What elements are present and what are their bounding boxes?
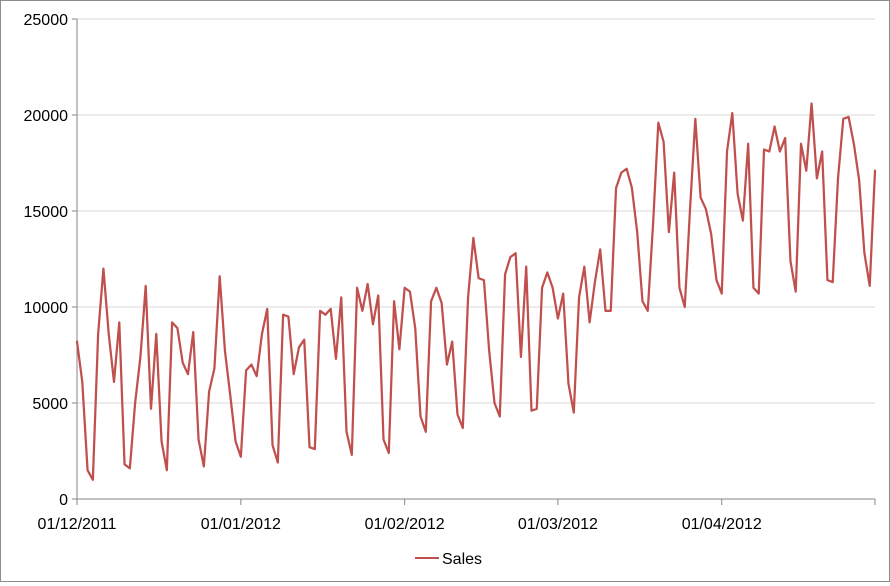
y-tick-label: 20000 [24,108,69,125]
x-tick-label: 01/04/2012 [682,516,762,533]
x-tick-label: 01/01/2012 [201,516,281,533]
series-line-sales [75,102,877,481]
x-tick-label: 01/12/2011 [38,516,117,533]
y-tick-labels: 0 5000 10000 15000 20000 25000 [24,12,69,509]
x-tick-labels: 01/12/2011 01/01/2012 01/02/2012 01/03/2012… [38,516,762,533]
y-tick-label: 0 [59,492,68,509]
y-tick-label: 15000 [24,204,69,221]
gridlines [77,18,875,404]
axes [72,18,876,505]
y-tick-label: 25000 [24,12,69,29]
y-tick-label: 10000 [24,300,69,317]
series-layer [75,102,877,481]
y-tick-label: 5000 [32,396,68,413]
legend-label-sales: Sales [442,551,482,568]
legend: Sales [415,551,482,568]
x-tick-label: 01/03/2012 [518,516,598,533]
x-tick-label: 01/02/2012 [365,516,445,533]
